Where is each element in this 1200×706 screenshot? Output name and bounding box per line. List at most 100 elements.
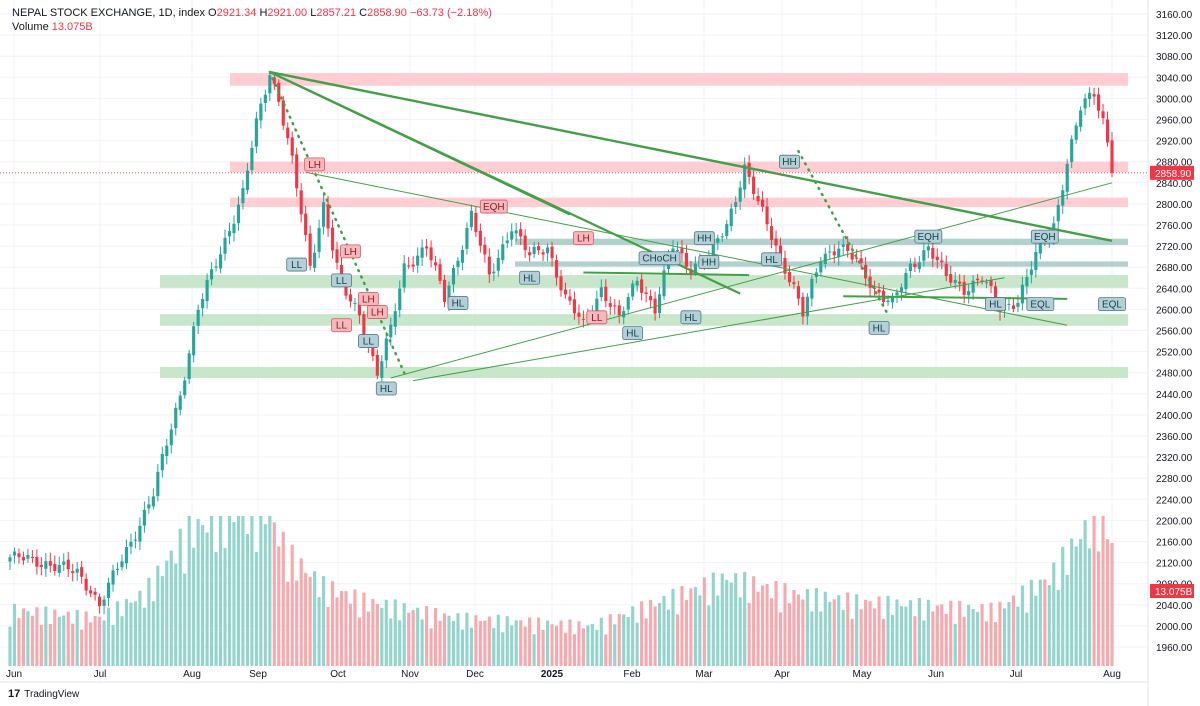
candle-body xyxy=(832,251,836,256)
candle-body xyxy=(183,380,187,396)
y-tick-label: 2840.00 xyxy=(1156,179,1193,190)
candle-body xyxy=(846,244,850,252)
candle-body xyxy=(460,249,465,263)
volume-bar xyxy=(1043,579,1047,666)
y-tick-label: 2320.00 xyxy=(1156,453,1193,464)
x-tick-label: Jul xyxy=(94,669,107,680)
candle-body xyxy=(989,280,993,286)
candle-body xyxy=(317,228,321,252)
volume-bar xyxy=(698,595,702,666)
volume-bar xyxy=(1101,516,1105,666)
candle-body xyxy=(425,246,429,249)
volume-bar xyxy=(1029,579,1033,666)
candle-body xyxy=(1096,94,1101,111)
candle-body xyxy=(1088,92,1092,99)
candle-body xyxy=(980,280,984,282)
candle-body xyxy=(290,137,294,156)
volume-bar xyxy=(295,580,299,666)
volume-bar xyxy=(980,604,984,666)
candle-body xyxy=(465,227,469,249)
volume-bar xyxy=(725,579,729,666)
zone-resistance xyxy=(230,197,1128,208)
candle-body xyxy=(734,202,738,207)
volume-bar xyxy=(272,522,276,666)
volume-bar xyxy=(469,627,473,666)
candle-body xyxy=(447,285,451,304)
time-axis[interactable]: Jun Jul Aug Sep Oct Nov Dec 2025 Feb Mar Apr May Jun… xyxy=(6,669,1121,680)
volume-bar xyxy=(1070,538,1074,666)
volume-bar xyxy=(84,611,88,666)
high-value: 2921.00 xyxy=(267,7,308,19)
structure-label: HL xyxy=(868,320,890,335)
volume-bar xyxy=(151,601,155,666)
volume-bar xyxy=(940,604,944,666)
volume-bar xyxy=(111,625,115,666)
volume-bar xyxy=(174,563,178,666)
candle-body xyxy=(201,298,205,309)
volume-bar xyxy=(218,516,223,666)
candle-body xyxy=(474,212,478,233)
volume-bar xyxy=(899,606,904,666)
volume-label[interactable]: Volume xyxy=(12,21,49,33)
volume-bar xyxy=(608,614,612,666)
candle-body xyxy=(469,210,473,227)
candle-body xyxy=(532,246,536,254)
candle-body xyxy=(308,233,312,266)
y-tick-label: 2920.00 xyxy=(1156,137,1193,148)
trend-line xyxy=(583,271,750,277)
candle-body xyxy=(1011,305,1016,309)
volume-bar xyxy=(402,603,406,666)
structure-label: HL xyxy=(761,252,782,267)
volume-bar xyxy=(796,594,800,666)
volume-bar xyxy=(814,588,818,666)
x-tick-label: Apr xyxy=(774,669,790,680)
volume-bar xyxy=(586,625,590,666)
structure-label: HL xyxy=(985,297,1006,312)
volume-bar xyxy=(792,589,796,666)
structure-label-text: EQL xyxy=(1102,300,1122,311)
tradingview-branding[interactable]: 17 TradingView xyxy=(8,688,79,700)
volume-bar xyxy=(250,516,254,666)
volume-bar xyxy=(8,626,12,666)
candle-body xyxy=(281,100,285,126)
volume-bar xyxy=(344,591,348,666)
candle-body xyxy=(492,271,496,274)
candle-body xyxy=(187,353,191,379)
dotted-projection-line xyxy=(797,149,890,316)
symbol-name[interactable]: NEPAL STOCK EXCHANGE, 1D, index xyxy=(12,7,205,19)
candle-body xyxy=(66,559,70,570)
candle-body xyxy=(778,245,783,256)
candle-body xyxy=(675,249,680,251)
volume-bar xyxy=(1056,589,1060,666)
candle-body xyxy=(613,305,617,307)
open-value: 2921.34 xyxy=(216,7,257,19)
volume-bar xyxy=(649,600,653,666)
volume-bar xyxy=(774,580,778,666)
volume-bar xyxy=(953,623,957,666)
volume-bar xyxy=(769,598,774,666)
candle-body xyxy=(295,154,299,189)
volume-bar xyxy=(747,602,751,666)
volume-bar xyxy=(478,621,482,666)
candle-body xyxy=(478,230,482,246)
candle-body xyxy=(537,246,541,251)
volume-bar xyxy=(451,621,456,666)
candle-body xyxy=(196,309,200,326)
volume-bar xyxy=(241,516,245,666)
candle-body xyxy=(568,296,572,301)
volume-bar xyxy=(398,620,402,666)
volume-bar xyxy=(192,547,196,666)
candle-body xyxy=(985,282,989,284)
volume-bar xyxy=(828,601,832,666)
price-axis[interactable]: 3160.00 3120.00 3080.00 3040.00 3000.00 2960.… xyxy=(1150,10,1194,654)
structure-label: LH xyxy=(304,157,326,172)
candle-body xyxy=(451,268,456,285)
volume-bar xyxy=(339,590,344,666)
volume-bar xyxy=(201,525,205,666)
candle-body xyxy=(1105,119,1110,143)
volume-bar xyxy=(106,607,111,666)
candle-body xyxy=(411,264,415,267)
candle-body xyxy=(890,297,895,303)
volume-bar xyxy=(1065,574,1069,666)
